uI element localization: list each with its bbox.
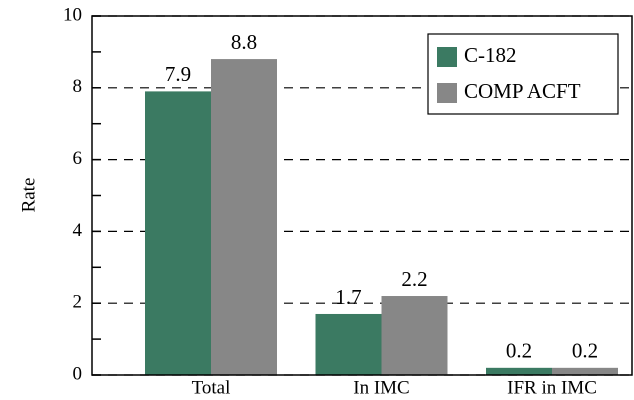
bar [315,313,382,375]
value-label: 0.2 [572,339,598,363]
bar [145,91,211,375]
legend-label: C-182 [464,43,517,67]
value-label: 7.9 [165,62,191,86]
value-label: 2.2 [401,267,427,291]
legend-swatch [437,83,457,103]
y-tick-label: 2 [73,292,83,313]
bar [211,59,277,376]
value-label: 1.7 [335,285,361,309]
y-tick-label: 4 [73,220,83,241]
x-tick-label: In IMC [353,377,409,398]
y-axis-label: Rate [18,178,39,213]
x-tick-label: IFR in IMC [507,377,597,398]
legend-label: COMP ACFT [464,79,581,103]
y-tick-label: 10 [63,4,82,25]
y-tick-label: 6 [73,148,83,169]
value-label: 8.8 [231,30,257,54]
plot-frame [91,15,633,376]
bar [381,296,448,375]
y-tick-label: 0 [73,363,83,384]
bar [552,367,618,375]
bar [486,367,552,375]
value-label: 0.2 [506,339,532,363]
legend-swatch [437,47,457,67]
x-tick-label: Total [192,377,231,398]
legend-box [427,33,619,115]
y-tick-label: 8 [73,76,83,97]
